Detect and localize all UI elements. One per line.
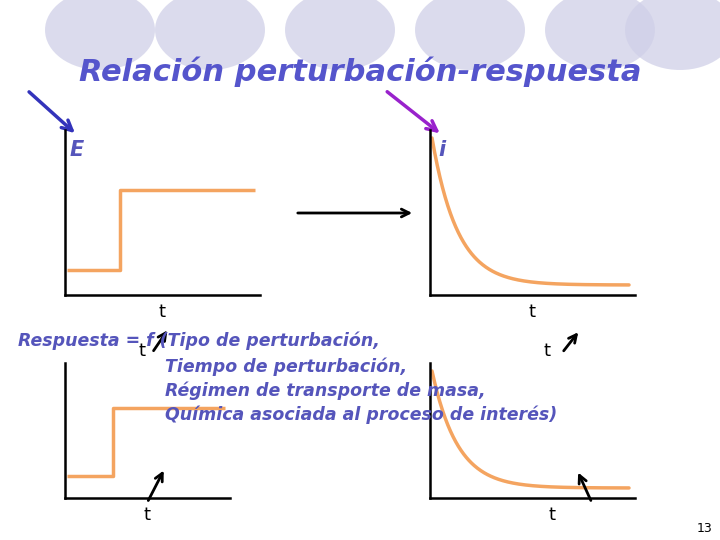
Text: Tiempo de perturbación,: Tiempo de perturbación, bbox=[165, 357, 407, 375]
Text: t: t bbox=[158, 303, 166, 321]
Text: Química asociada al proceso de interés): Química asociada al proceso de interés) bbox=[165, 405, 557, 423]
Ellipse shape bbox=[545, 0, 655, 70]
Text: Respuesta = f (Tipo de perturbación,: Respuesta = f (Tipo de perturbación, bbox=[18, 332, 380, 350]
Ellipse shape bbox=[45, 0, 155, 70]
Ellipse shape bbox=[625, 0, 720, 70]
Ellipse shape bbox=[155, 0, 265, 70]
Text: E: E bbox=[70, 140, 84, 160]
Text: t: t bbox=[528, 303, 536, 321]
Text: 13: 13 bbox=[696, 522, 712, 535]
Text: t: t bbox=[138, 342, 145, 360]
Text: t: t bbox=[544, 342, 551, 360]
Text: Relación perturbación-respuesta: Relación perturbación-respuesta bbox=[78, 57, 642, 87]
Text: t: t bbox=[143, 506, 150, 524]
Text: Régimen de transporte de masa,: Régimen de transporte de masa, bbox=[165, 381, 485, 400]
Ellipse shape bbox=[415, 0, 525, 70]
Text: i: i bbox=[438, 140, 445, 160]
Ellipse shape bbox=[285, 0, 395, 70]
Text: t: t bbox=[549, 506, 556, 524]
